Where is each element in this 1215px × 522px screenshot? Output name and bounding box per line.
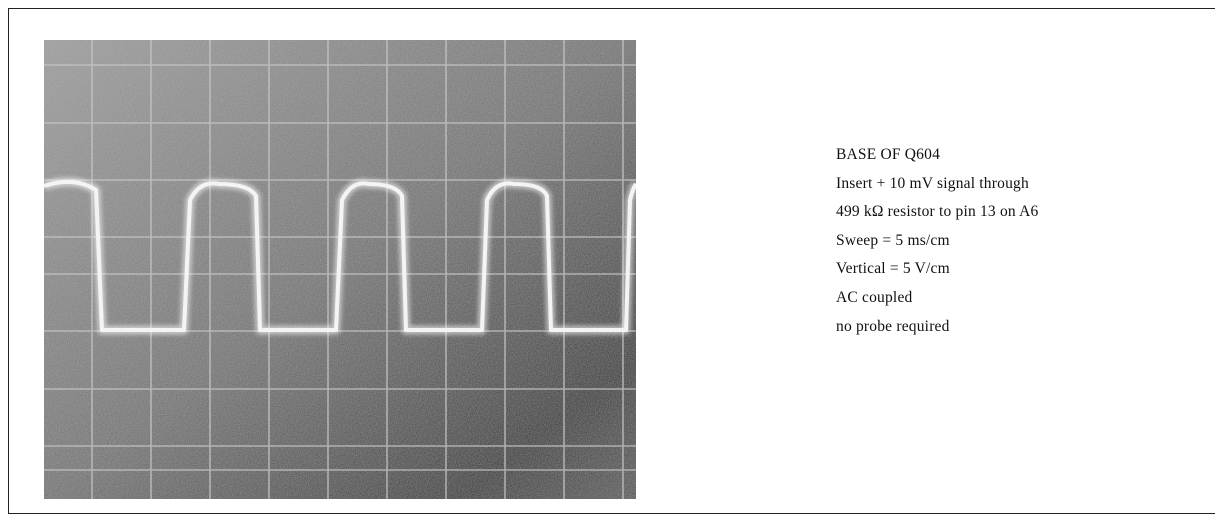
oscilloscope-photo <box>44 40 636 499</box>
caption-line: Sweep = 5 ms/cm <box>836 227 1038 256</box>
caption-line: no probe required <box>836 313 1038 342</box>
caption-line: AC coupled <box>836 284 1038 313</box>
caption-line: 499 kΩ resistor to pin 13 on A6 <box>836 198 1038 227</box>
caption-line: Vertical = 5 V/cm <box>836 255 1038 284</box>
caption: BASE OF Q604 Insert + 10 mV signal throu… <box>836 141 1038 341</box>
caption-line: Insert + 10 mV signal through <box>836 170 1038 199</box>
caption-line: BASE OF Q604 <box>836 141 1038 170</box>
page: {"caption": {"lines": ["BASE OF Q604", "… <box>0 0 1215 522</box>
